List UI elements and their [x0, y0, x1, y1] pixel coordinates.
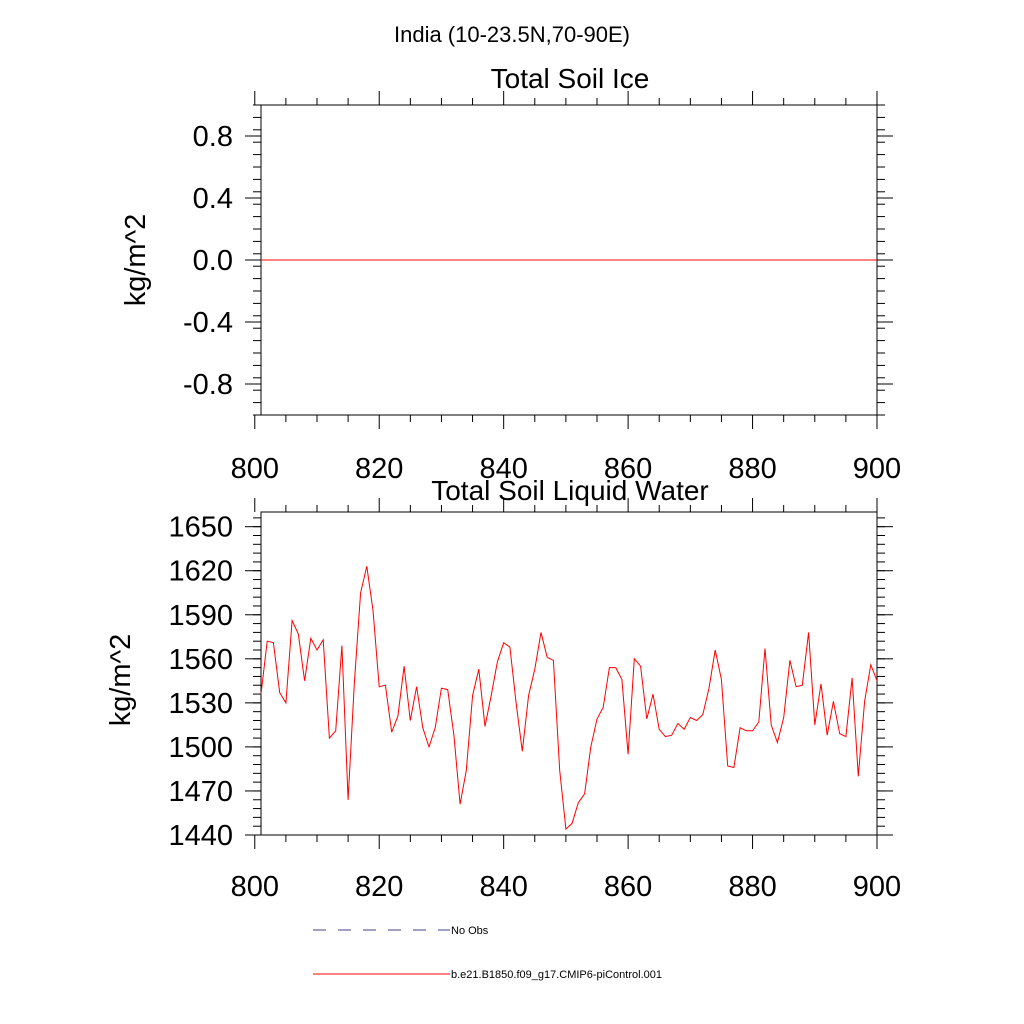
y-tick-label-1: 0.4: [193, 183, 233, 215]
series-line-soil-liquid-water: [260, 566, 878, 831]
y-tick-label-3: -0.4: [183, 307, 233, 339]
y-tick-label-4: 1530: [168, 688, 233, 720]
panel-total-soil-ice: Total Soil Ice 800 820 840 860 880 900 0.8 0.4 0.…: [120, 63, 901, 485]
figure-main-title: India (10-23.5N,70-90E): [394, 22, 630, 47]
y-tick-label-2: 0.0: [193, 245, 233, 277]
x-tick-label-820: 820: [355, 871, 403, 903]
y-tick-label-3: 1560: [168, 644, 233, 676]
y-tick-label-0: 1650: [168, 512, 233, 544]
x-tick-label-900: 900: [853, 453, 901, 485]
legend-label-no-obs: No Obs: [451, 925, 489, 937]
x-tick-label-880: 880: [728, 871, 776, 903]
plot-frame-soil-liquid-water: [260, 511, 878, 836]
x-tick-label-860: 860: [604, 871, 652, 903]
legend-label-model-run: b.e21.B1850.f09_g17.CMIP6-piControl.001: [451, 969, 662, 981]
y-axis-label-soil-liquid-water: kg/m^2: [105, 634, 137, 727]
y-tick-label-0: 0.8: [193, 121, 233, 153]
y-tick-label-2: 1590: [168, 600, 233, 632]
legend: No Obs b.e21.B1850.f09_g17.CMIP6-piContr…: [313, 925, 662, 981]
y-tick-label-4: -0.8: [183, 369, 233, 401]
y-tick-label-1: 1620: [168, 556, 233, 588]
x-tick-label-840: 840: [479, 453, 527, 485]
y-tick-label-5: 1500: [168, 732, 233, 764]
y-tick-label-7: 1440: [168, 820, 233, 852]
x-tick-label-840: 840: [479, 871, 527, 903]
x-tick-label-800: 800: [231, 453, 279, 485]
panel-title-soil-ice: Total Soil Ice: [491, 63, 650, 94]
panel-total-soil-liquid-water: Total Soil Liquid Water 800 820 840 860 880 90…: [105, 475, 901, 903]
y-tick-label-6: 1470: [168, 776, 233, 808]
y-axis-label-soil-ice: kg/m^2: [120, 214, 152, 307]
x-tick-label-880: 880: [728, 453, 776, 485]
x-tick-label-800: 800: [231, 871, 279, 903]
x-tick-label-820: 820: [355, 453, 403, 485]
x-tick-label-900: 900: [853, 871, 901, 903]
x-tick-label-860: 860: [604, 453, 652, 485]
panel-title-soil-liquid-water: Total Soil Liquid Water: [431, 475, 709, 506]
